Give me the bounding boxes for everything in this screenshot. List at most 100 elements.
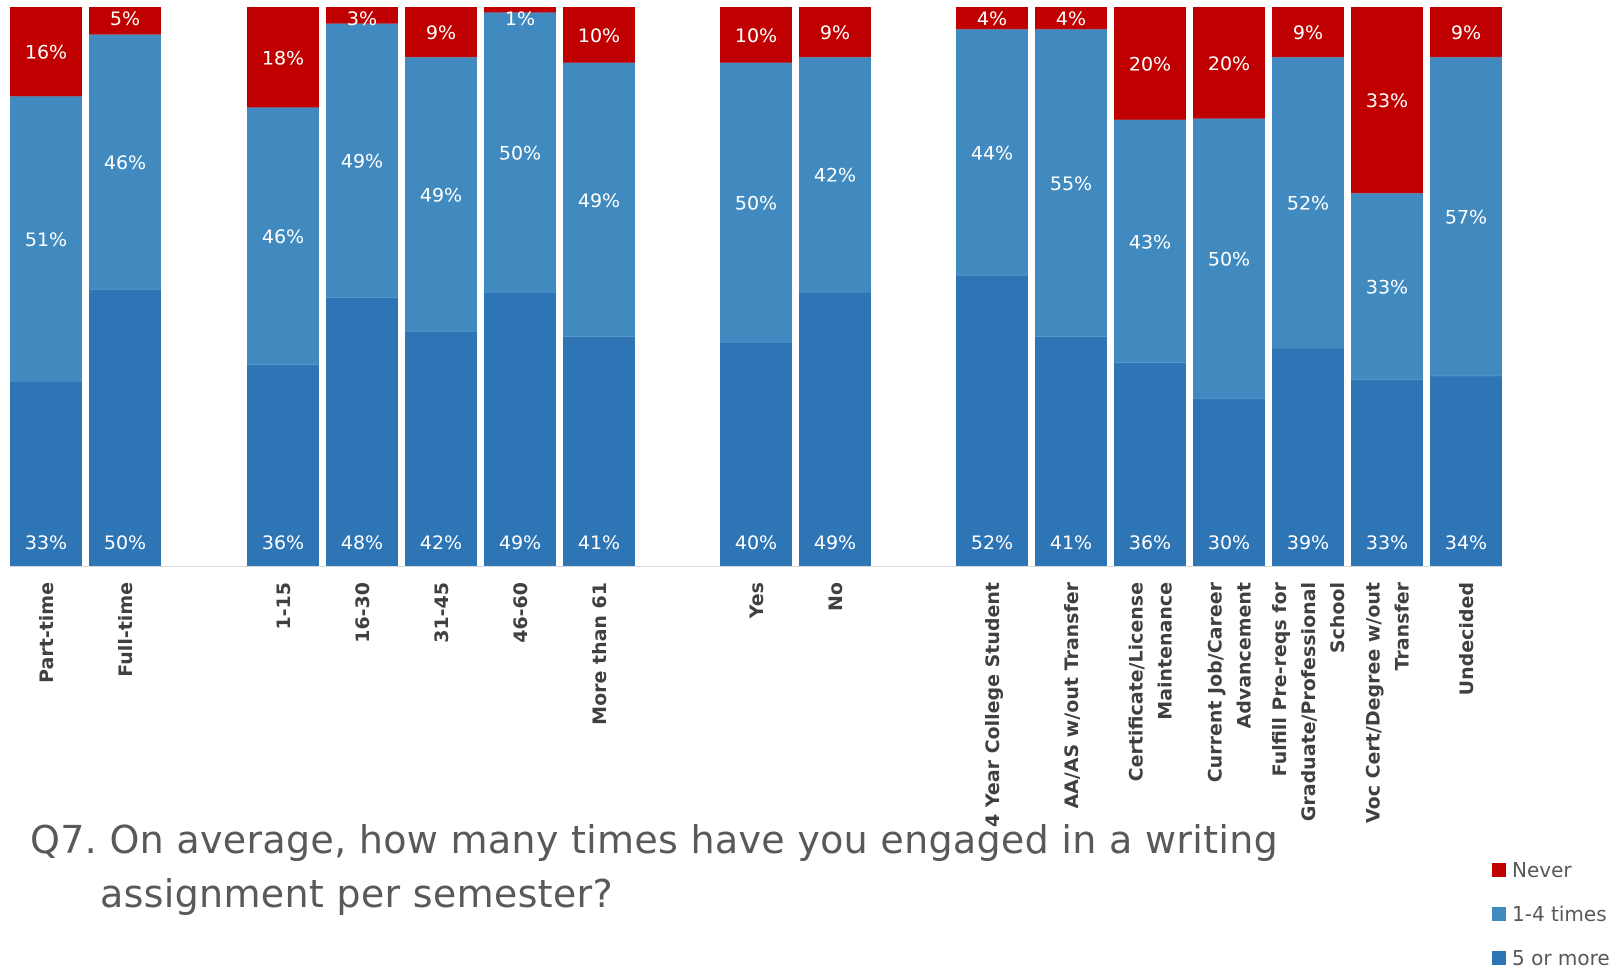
bar-segment-certificate-license-maintenance-never (1114, 7, 1186, 120)
bar-segment-full-time-5-or-more (89, 289, 161, 566)
bar-segment-undecided-5-or-more (1430, 375, 1502, 566)
bar-segment-1-15-5-or-more (247, 364, 319, 566)
category-label-1-15-line-1: 1-15 (273, 582, 295, 630)
data-label-46-60-5-or-more: 49% (499, 532, 541, 554)
data-label-4-year-college-student-1-4-times: 44% (971, 142, 1013, 164)
data-label-part-time-never: 16% (25, 42, 67, 64)
category-label-voc-cert-degree-w-out-transfer-line-1: Voc Cert/Degree w/out (1363, 582, 1385, 823)
category-label-full-time-line-1: Full-time (115, 582, 137, 677)
bar-segment-31-45-1-4-times (405, 57, 477, 332)
data-label-certificate-license-maintenance-5-or-more: 36% (1129, 532, 1171, 554)
legend-label-1-4-times: 1-4 times (1512, 902, 1607, 926)
bar-segment-full-time-1-4-times (89, 34, 161, 290)
category-label-4-year-college-student-line-1: 4 Year College Student (982, 582, 1004, 827)
data-label-31-45-never: 9% (426, 22, 456, 44)
bar-segment-31-45-never (405, 7, 477, 58)
legend-swatch-never (1492, 863, 1506, 877)
category-label-undecided-line-1: Undecided (1456, 582, 1478, 695)
category-label-31-45-line-1: 31-45 (431, 582, 453, 643)
category-label-fulfill-pre-reqs-for-graduate-professional-school-line-2: Graduate/Professional (1298, 582, 1320, 821)
bar-segment-more-than-61-1-4-times (563, 62, 635, 337)
data-label-full-time-1-4-times: 46% (104, 152, 146, 174)
bar-segment-16-30-1-4-times (326, 23, 398, 298)
bar-segment-voc-cert-degree-w-out-transfer-5-or-more (1351, 379, 1423, 566)
bar-segment-certificate-license-maintenance-5-or-more (1114, 362, 1186, 566)
bar-segment-current-job-career-advancement-5-or-more (1193, 398, 1265, 566)
bar-segment-voc-cert-degree-w-out-transfer-never (1351, 7, 1423, 194)
chart-title-line-1: Q7. On average, how many times have you … (30, 818, 1279, 862)
bar-segment-4-year-college-student-5-or-more (956, 275, 1028, 566)
bar-segment-fulfill-pre-reqs-for-graduate-professional-school-1-4-times (1272, 57, 1344, 348)
category-label-46-60-line-1: 46-60 (510, 582, 532, 643)
legend-label-5-or-more: 5 or more (1512, 946, 1610, 970)
category-label-current-job-career-advancement-line-1: Current Job/Career (1205, 581, 1227, 782)
bar-segment-aa-as-w-out-transfer-5-or-more (1035, 336, 1107, 566)
legend-swatch-1-4-times (1492, 907, 1506, 921)
data-label-voc-cert-degree-w-out-transfer-1-4-times: 33% (1366, 277, 1408, 299)
legend-swatch-5-or-more (1492, 951, 1506, 965)
bar-segment-1-15-never (247, 7, 319, 108)
data-label-full-time-never: 5% (110, 8, 140, 30)
category-label-no-line-1: No (825, 582, 847, 611)
bar-segment-yes-1-4-times (720, 62, 792, 343)
data-label-more-than-61-1-4-times: 49% (578, 190, 620, 212)
data-label-part-time-5-or-more: 33% (25, 532, 67, 554)
category-label-yes-line-1: Yes (746, 582, 768, 619)
category-label-certificate-license-maintenance-line-2: Maintenance (1155, 582, 1177, 720)
data-label-undecided-1-4-times: 57% (1445, 207, 1487, 229)
bar-segment-undecided-1-4-times (1430, 57, 1502, 376)
data-label-yes-1-4-times: 50% (735, 193, 777, 215)
data-label-no-5-or-more: 49% (814, 532, 856, 554)
bar-segment-yes-never (720, 7, 792, 63)
bar-segment-more-than-61-5-or-more (563, 336, 635, 566)
bar-segment-fulfill-pre-reqs-for-graduate-professional-school-5-or-more (1272, 347, 1344, 566)
category-label-voc-cert-degree-w-out-transfer-line-2: Transfer (1392, 581, 1414, 670)
data-label-fulfill-pre-reqs-for-graduate-professional-school-5-or-more: 39% (1287, 532, 1329, 554)
bar-segment-4-year-college-student-1-4-times (956, 29, 1028, 276)
legend-item-never: Never (1492, 848, 1620, 892)
bar-segment-46-60-never (484, 7, 556, 13)
data-label-aa-as-w-out-transfer-never: 4% (1056, 8, 1086, 30)
data-label-46-60-1-4-times: 50% (499, 142, 541, 164)
data-label-undecided-5-or-more: 34% (1445, 532, 1487, 554)
category-label-more-than-61-line-1: More than 61 (589, 582, 611, 725)
data-label-no-1-4-times: 42% (814, 165, 856, 187)
data-label-31-45-1-4-times: 49% (420, 184, 462, 206)
bar-segment-31-45-5-or-more (405, 331, 477, 566)
category-label-part-time-line-1: Part-time (36, 582, 58, 683)
data-label-certificate-license-maintenance-1-4-times: 43% (1129, 231, 1171, 253)
data-label-aa-as-w-out-transfer-5-or-more: 41% (1050, 532, 1092, 554)
bar-segment-16-30-never (326, 7, 398, 24)
data-label-4-year-college-student-5-or-more: 52% (971, 532, 1013, 554)
data-label-1-15-never: 18% (262, 47, 304, 69)
category-label-aa-as-w-out-transfer-line-1: AA/AS w/out Transfer (1061, 581, 1083, 808)
legend-label-never: Never (1512, 858, 1572, 882)
bar-segment-yes-5-or-more (720, 342, 792, 566)
data-label-1-15-1-4-times: 46% (262, 226, 304, 248)
data-label-no-never: 9% (820, 22, 850, 44)
data-label-yes-5-or-more: 40% (735, 532, 777, 554)
data-label-16-30-1-4-times: 49% (341, 151, 383, 173)
legend-item-5-or-more: 5 or more (1492, 936, 1620, 980)
data-label-full-time-5-or-more: 50% (104, 532, 146, 554)
bar-segment-aa-as-w-out-transfer-never (1035, 7, 1107, 30)
bar-segment-current-job-career-advancement-1-4-times (1193, 118, 1265, 399)
bar-segment-no-1-4-times (799, 57, 871, 293)
data-label-aa-as-w-out-transfer-1-4-times: 55% (1050, 173, 1092, 195)
data-label-46-60-never: 1% (505, 8, 535, 30)
data-label-yes-never: 10% (735, 25, 777, 47)
bar-segment-4-year-college-student-never (956, 7, 1028, 30)
bar-segment-undecided-never (1430, 7, 1502, 58)
data-label-current-job-career-advancement-5-or-more: 30% (1208, 532, 1250, 554)
data-label-more-than-61-5-or-more: 41% (578, 532, 620, 554)
data-label-fulfill-pre-reqs-for-graduate-professional-school-1-4-times: 52% (1287, 193, 1329, 215)
bar-segment-no-5-or-more (799, 292, 871, 566)
data-label-16-30-never: 3% (347, 8, 377, 30)
data-label-more-than-61-never: 10% (578, 25, 620, 47)
bar-segment-46-60-1-4-times (484, 12, 556, 293)
bar-segment-more-than-61-never (563, 7, 635, 63)
data-label-voc-cert-degree-w-out-transfer-never: 33% (1366, 90, 1408, 112)
bar-segment-46-60-5-or-more (484, 292, 556, 566)
data-label-fulfill-pre-reqs-for-graduate-professional-school-never: 9% (1293, 22, 1323, 44)
data-label-voc-cert-degree-w-out-transfer-5-or-more: 33% (1366, 532, 1408, 554)
